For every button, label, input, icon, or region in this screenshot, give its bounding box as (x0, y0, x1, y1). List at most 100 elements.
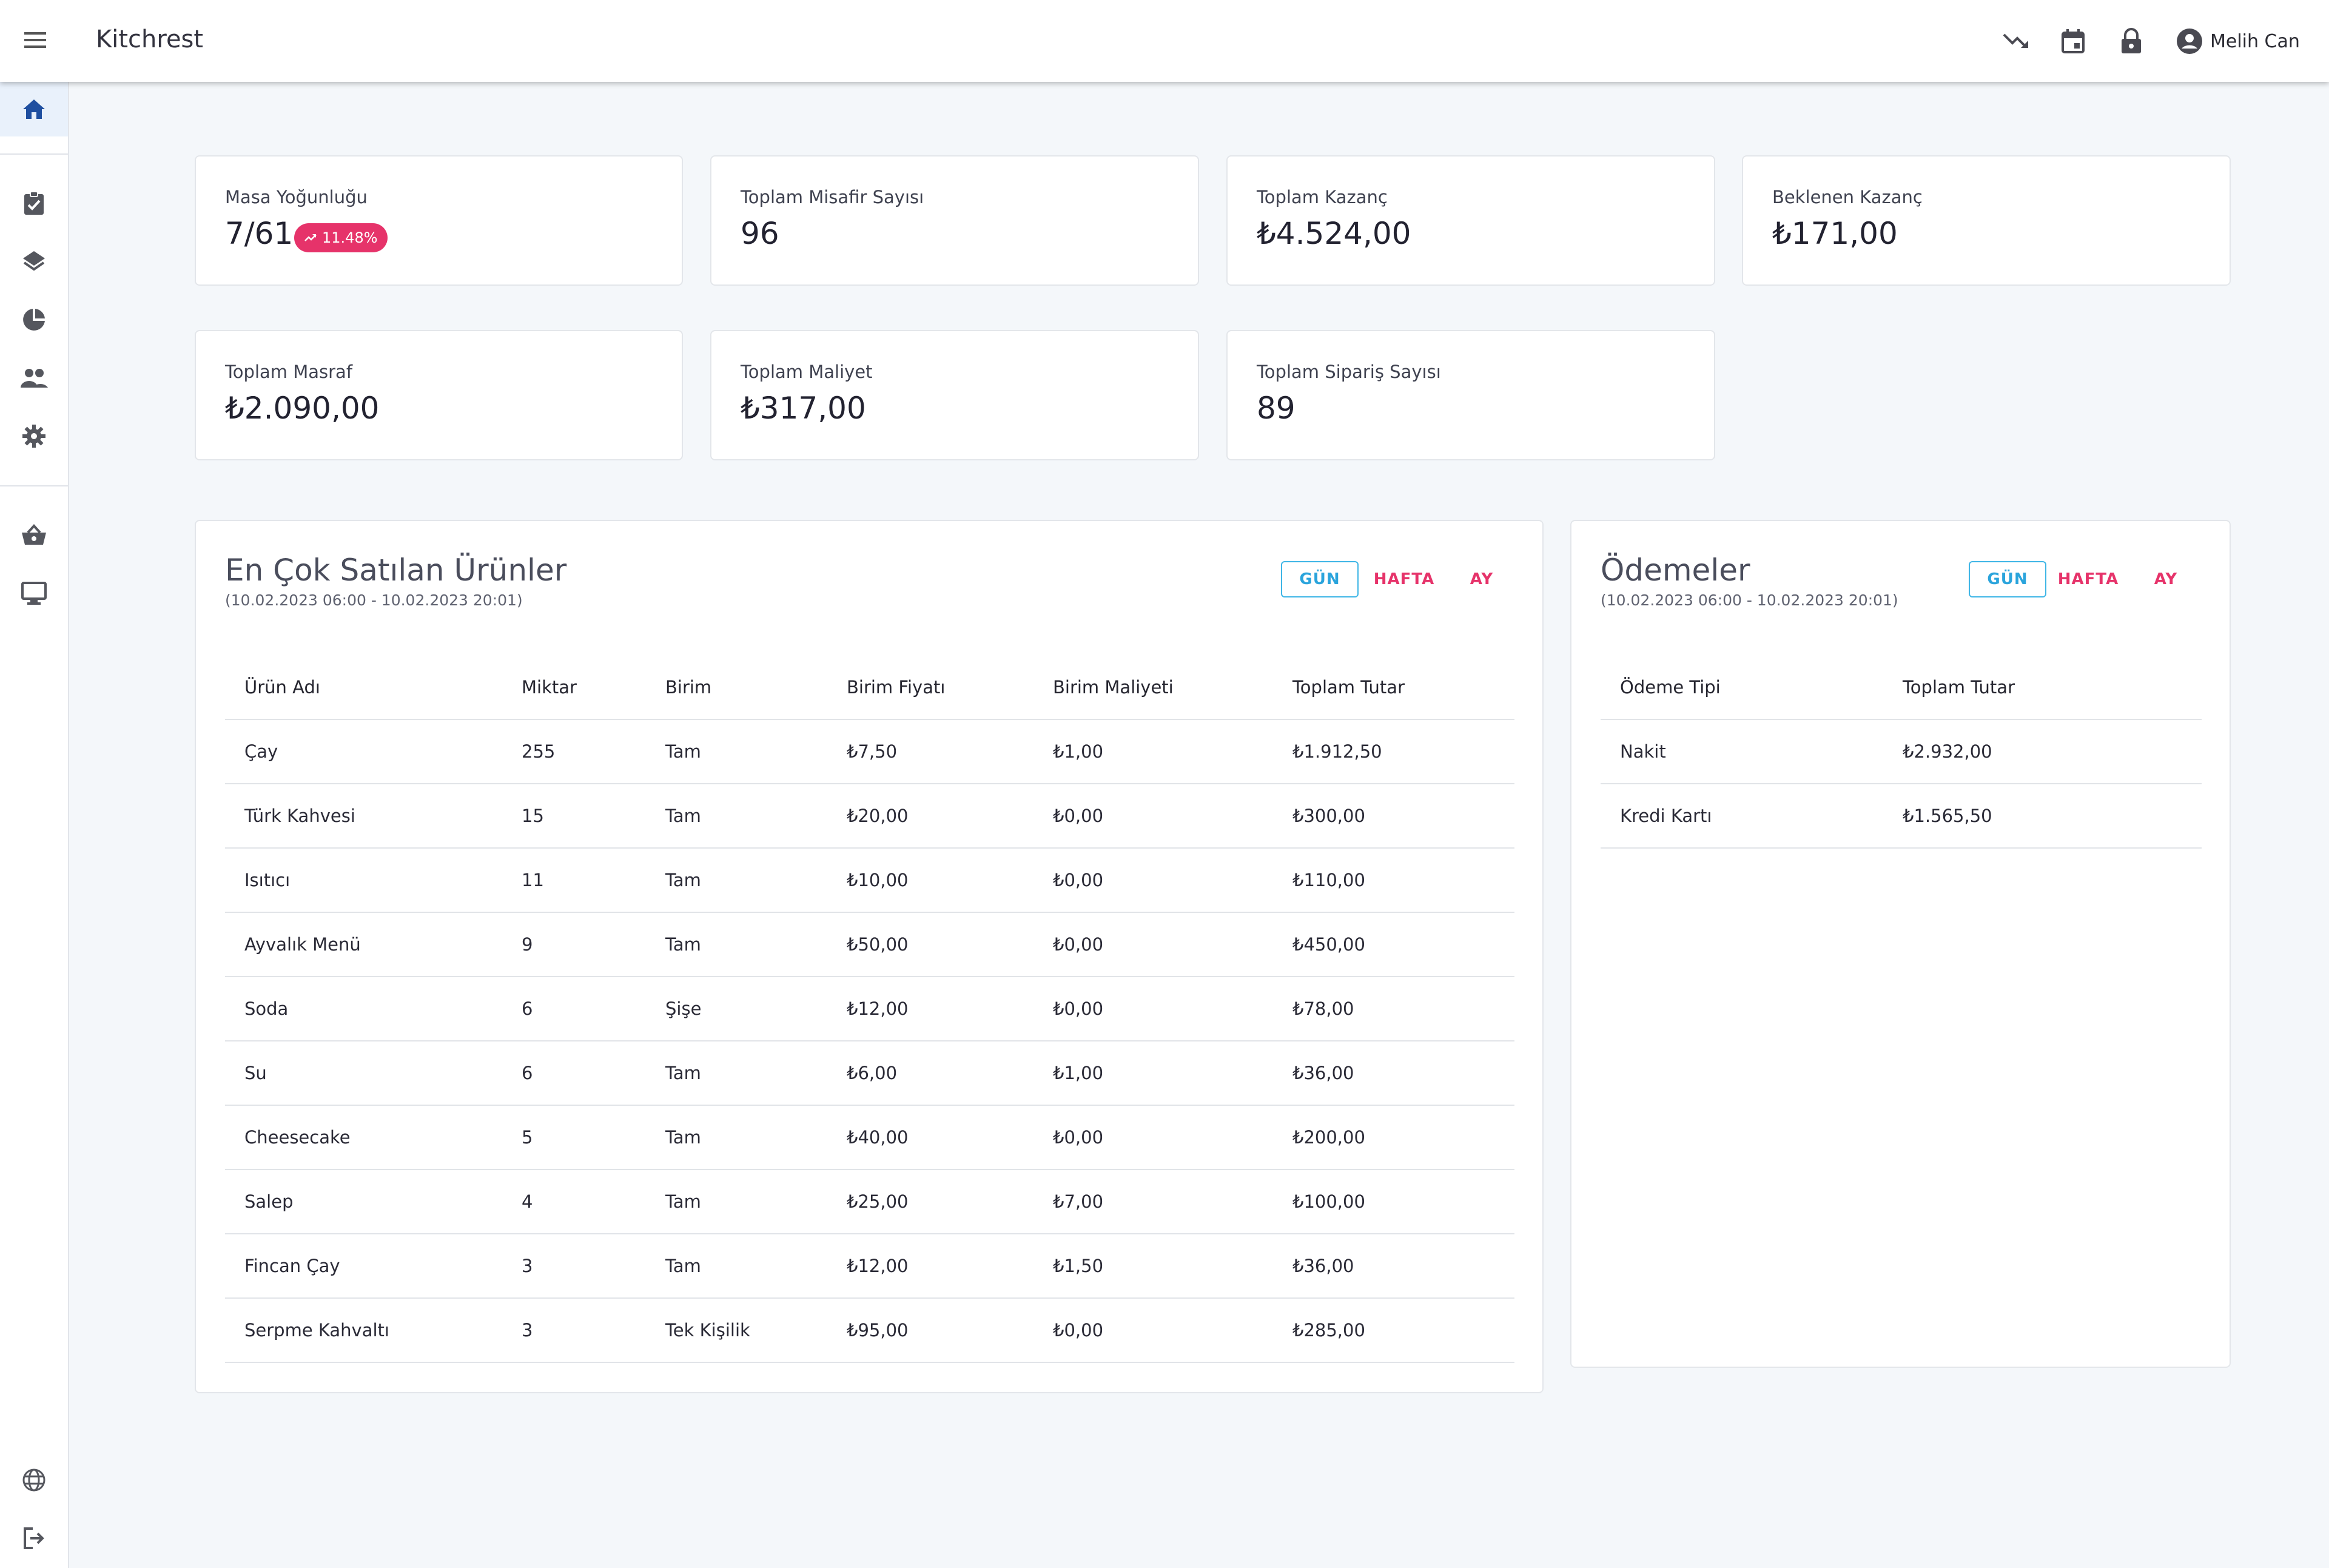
table-cell: ₺200,00 (1273, 1105, 1514, 1170)
column-header[interactable]: Toplam Tutar (1273, 656, 1514, 720)
table-cell: Fincan Çay (225, 1234, 502, 1299)
trend-badge: 11.48% (294, 223, 388, 252)
account-icon (2177, 29, 2202, 54)
pie-chart-icon (23, 309, 45, 331)
lock-icon[interactable] (2114, 24, 2148, 58)
sidebar-item-basket[interactable] (0, 508, 68, 562)
basket-icon (22, 524, 46, 545)
stat-label: Toplam Kazanç (1257, 187, 1388, 207)
table-row[interactable]: Türk Kahvesi 15 Tam ₺20,00 ₺0,00 ₺300,00 (225, 784, 1514, 849)
table-row[interactable]: Çay 255 Tam ₺7,50 ₺1,00 ₺1.912,50 (225, 719, 1514, 784)
period-week-button[interactable]: HAFTA (2057, 570, 2119, 588)
panel-title: Ödemeler (1601, 553, 1750, 588)
table-cell: Cheesecake (225, 1105, 502, 1170)
sidebar-divider (0, 485, 68, 486)
table-cell: ₺12,00 (827, 977, 1033, 1041)
column-header[interactable]: Birim Maliyeti (1033, 656, 1273, 720)
period-week-button[interactable]: HAFTA (1373, 570, 1435, 588)
table-cell: Çay (225, 719, 502, 784)
column-header[interactable]: Birim Fiyatı (827, 656, 1033, 720)
stat-value: 96 (741, 216, 779, 251)
stat-value: 89 (1257, 391, 1296, 426)
stat-card-total-guests: Toplam Misafir Sayısı 96 (710, 155, 1199, 286)
period-month-button[interactable]: AY (1470, 570, 1494, 588)
table-cell: ₺0,00 (1033, 1298, 1273, 1363)
menu-icon[interactable] (17, 22, 53, 58)
table-cell: ₺1,00 (1033, 719, 1273, 784)
column-header[interactable]: Miktar (502, 656, 646, 720)
table-cell: 3 (502, 1298, 646, 1363)
table-row[interactable]: Serpme Kahvaltı 3 Tek Kişilik ₺95,00 ₺0,00 ₺2… (225, 1298, 1514, 1363)
table-cell: Tam (646, 1041, 827, 1106)
calendar-icon[interactable] (2056, 24, 2090, 58)
table-cell: 255 (502, 719, 646, 784)
period-day-button[interactable]: GÜN (1281, 561, 1359, 597)
table-row[interactable]: Soda 6 Şişe ₺12,00 ₺0,00 ₺78,00 (225, 977, 1514, 1041)
table-row[interactable]: Nakit ₺2.932,00 (1601, 719, 2202, 784)
table-cell: ₺20,00 (827, 784, 1033, 849)
table-cell: ₺100,00 (1273, 1169, 1514, 1234)
globe-icon (22, 1469, 45, 1492)
table-cell: ₺78,00 (1273, 977, 1514, 1041)
column-header[interactable]: Ürün Adı (225, 656, 502, 720)
table-cell: Isıtıcı (225, 848, 502, 913)
stat-card-total-expense: Toplam Masraf ₺2.090,00 (195, 330, 683, 460)
table-cell: 4 (502, 1169, 646, 1234)
table-row[interactable]: Cheesecake 5 Tam ₺40,00 ₺0,00 ₺200,00 (225, 1105, 1514, 1170)
sidebar-item-home[interactable] (0, 82, 68, 136)
table-cell: Kredi Kartı (1601, 784, 1883, 849)
table-cell: Serpme Kahvaltı (225, 1298, 502, 1363)
sidebar-item-display[interactable] (0, 566, 68, 621)
column-header[interactable]: Birim (646, 656, 827, 720)
period-day-button[interactable]: GÜN (1969, 561, 2046, 597)
table-row[interactable]: Ayvalık Menü 9 Tam ₺50,00 ₺0,00 ₺450,00 (225, 912, 1514, 977)
column-header[interactable]: Ödeme Tipi (1601, 656, 1883, 720)
table-cell: Tam (646, 784, 827, 849)
stat-card-table-occupancy: Masa Yoğunluğu 7/61 11.48% (195, 155, 683, 286)
table-cell: Su (225, 1041, 502, 1106)
trending-down-icon[interactable] (1999, 24, 2033, 58)
user-menu[interactable]: Melih Can (2176, 24, 2300, 58)
table-cell: 9 (502, 912, 646, 977)
sidebar (0, 82, 69, 1568)
sidebar-item-reports[interactable] (0, 292, 68, 347)
table-cell: 11 (502, 848, 646, 913)
table-cell: ₺95,00 (827, 1298, 1033, 1363)
table-row[interactable]: Salep 4 Tam ₺25,00 ₺7,00 ₺100,00 (225, 1169, 1514, 1234)
table-cell: ₺300,00 (1273, 784, 1514, 849)
column-header[interactable]: Toplam Tutar (1883, 656, 2202, 720)
sidebar-item-logout[interactable] (0, 1511, 68, 1566)
table-row[interactable]: Isıtıcı 11 Tam ₺10,00 ₺0,00 ₺110,00 (225, 848, 1514, 913)
table-cell: ₺0,00 (1033, 977, 1273, 1041)
table-cell: Tek Kişilik (646, 1298, 827, 1363)
trend-badge-text: 11.48% (322, 229, 378, 246)
table-cell: Nakit (1601, 719, 1883, 784)
period-month-button[interactable]: AY (2154, 570, 2178, 588)
stat-card-total-orders: Toplam Sipariş Sayısı 89 (1226, 330, 1715, 460)
table-cell: ₺10,00 (827, 848, 1033, 913)
table-cell: ₺6,00 (827, 1041, 1033, 1106)
stat-label: Toplam Maliyet (741, 362, 873, 382)
table-cell: ₺0,00 (1033, 848, 1273, 913)
table-row[interactable]: Su 6 Tam ₺6,00 ₺1,00 ₺36,00 (225, 1041, 1514, 1106)
sidebar-item-orders[interactable] (0, 176, 68, 230)
table-cell: ₺40,00 (827, 1105, 1033, 1170)
table-cell: 6 (502, 1041, 646, 1106)
sidebar-item-settings[interactable] (0, 409, 68, 463)
table-cell: ₺1,50 (1033, 1234, 1273, 1299)
table-cell: Tam (646, 1169, 827, 1234)
stat-card-total-cost: Toplam Maliyet ₺317,00 (710, 330, 1199, 460)
home-icon (23, 99, 45, 119)
table-row[interactable]: Kredi Kartı ₺1.565,50 (1601, 784, 2202, 849)
sidebar-item-language[interactable] (0, 1453, 68, 1507)
table-cell: ₺36,00 (1273, 1041, 1514, 1106)
top-app-bar: Kitchrest Melih Can (0, 0, 2329, 82)
sidebar-item-layers[interactable] (0, 234, 68, 289)
stat-value: ₺317,00 (741, 391, 866, 426)
table-row[interactable]: Fincan Çay 3 Tam ₺12,00 ₺1,50 ₺36,00 (225, 1234, 1514, 1299)
table-cell: ₺2.932,00 (1883, 719, 2202, 784)
stat-card-total-earnings: Toplam Kazanç ₺4.524,00 (1226, 155, 1715, 286)
table-cell: 3 (502, 1234, 646, 1299)
sidebar-item-users[interactable] (0, 351, 68, 405)
table-cell: ₺12,00 (827, 1234, 1033, 1299)
